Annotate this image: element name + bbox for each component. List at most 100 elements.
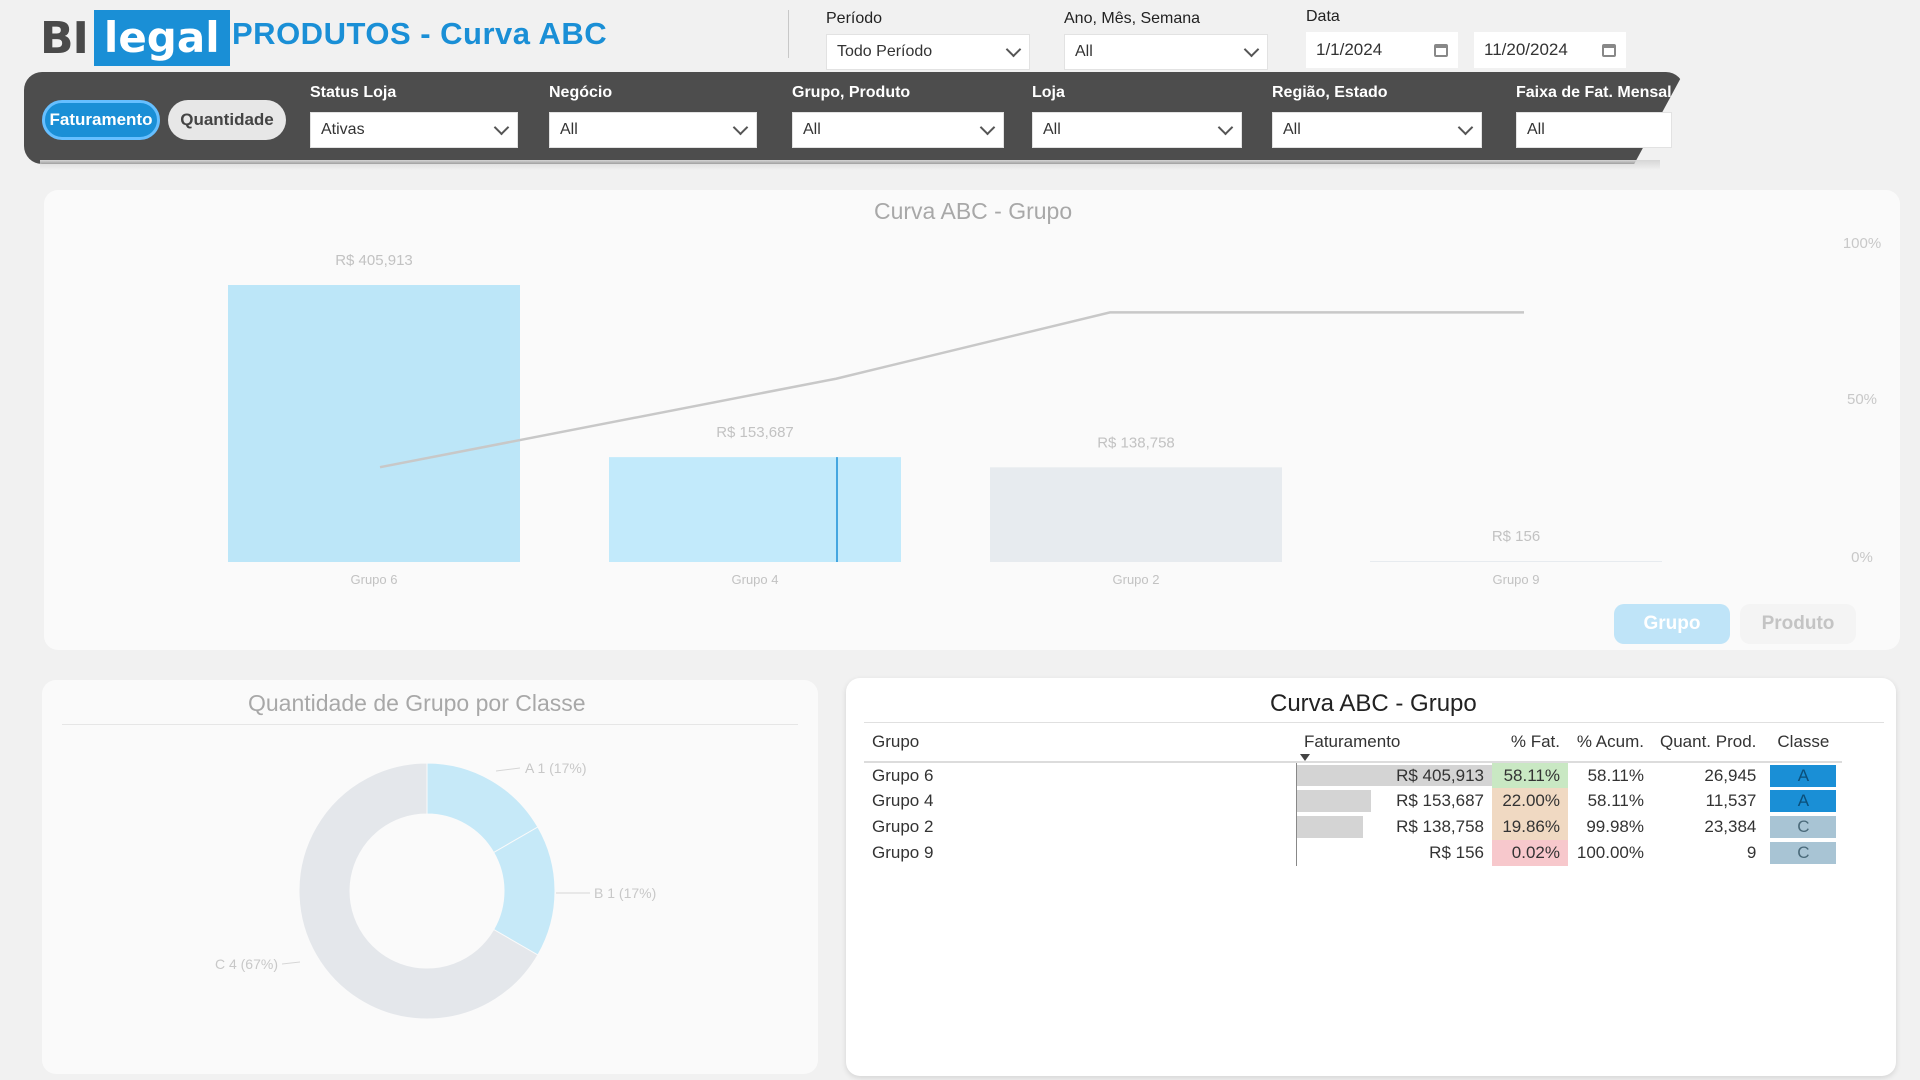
cell-pct-acum: 100.00%	[1576, 843, 1644, 862]
status-loja-value: Ativas	[321, 121, 365, 138]
page-title: PRODUTOS - Curva ABC	[232, 16, 608, 51]
logo-legal-text: legal	[93, 10, 230, 66]
faturamento-data-bar	[1296, 816, 1364, 838]
date-start-value: 1/1/2024	[1316, 40, 1383, 59]
classe-badge: A	[1770, 764, 1837, 787]
header-divider	[788, 10, 789, 58]
grupo-produto-label: Grupo, Produto	[792, 84, 911, 101]
abc-table: Grupo Faturamento % Fat. % Acum. Quant. …	[864, 722, 1843, 866]
periodo-filter: Período Todo Período	[826, 10, 1030, 70]
curva-abc-bar-chart: R$ 405,913 Grupo 6 R$ 153,687 Grupo 4 R$ 138…	[228, 235, 1881, 587]
faturamento-value: R$ 138,758	[1396, 817, 1484, 836]
table-row[interactable]: Grupo 2 R$ 138,758 19.86% 99.98% 23,384 C	[864, 814, 1842, 840]
col-header-pct-fat[interactable]: % Fat.	[1492, 722, 1568, 763]
logo-bi-text: BI	[40, 12, 89, 64]
x-axis-label: Grupo 4	[732, 572, 779, 587]
calendar-icon[interactable]	[1602, 43, 1616, 57]
negocio-select[interactable]: All	[549, 112, 757, 148]
cell-quant-prod: 26,945	[1704, 765, 1757, 785]
negocio-label: Negócio	[549, 84, 613, 101]
ano-mes-semana-select[interactable]: All	[1064, 34, 1268, 70]
loja-select[interactable]: All	[1032, 112, 1242, 148]
app-logo: BI legal	[40, 10, 230, 66]
col-header-quant-prod[interactable]: Quant. Prod.	[1652, 722, 1765, 763]
regiao-estado-label: Região, Estado	[1272, 84, 1388, 101]
date-end-input[interactable]: 11/20/2024	[1474, 32, 1626, 68]
bar-data-label: R$ 156	[1492, 528, 1540, 545]
ano-mes-semana-value: All	[1075, 43, 1093, 60]
cell-faturamento: R$ 153,687	[1295, 788, 1492, 814]
abc-table-body: Grupo 6 R$ 405,913 58.11% 58.11% 26,945 A Grup…	[864, 762, 1842, 866]
loja-filter: Loja All	[1032, 84, 1242, 148]
table-row[interactable]: Grupo 6 R$ 405,913 58.11% 58.11% 26,945 A	[864, 762, 1842, 788]
cell-pct-acum: 58.11%	[1587, 791, 1644, 810]
regiao-estado-filter: Região, Estado All	[1272, 84, 1482, 148]
ano-mes-semana-label: Ano, Mês, Semana	[1064, 10, 1201, 27]
sort-desc-icon	[1300, 754, 1310, 761]
negocio-value: All	[560, 121, 578, 138]
cell-grupo: Grupo 4	[872, 791, 934, 810]
cell-quant-prod: 9	[1746, 843, 1757, 862]
data-filter: Data 1/1/2024 11/20/2024	[1306, 8, 1626, 68]
col-header-faturamento[interactable]: Faturamento	[1296, 722, 1492, 763]
cell-classe: A	[1764, 762, 1842, 788]
cell-faturamento: R$ 138,758	[1295, 814, 1492, 840]
ano-mes-semana-filter: Ano, Mês, Semana All	[1064, 10, 1268, 70]
table-row[interactable]: Grupo 9 R$ 156 0.02% 100.00% 9 C	[864, 840, 1842, 866]
classe-badge: C	[1770, 816, 1837, 838]
calendar-icon[interactable]	[1434, 43, 1448, 57]
cell-quant-prod: 11,537	[1705, 791, 1757, 810]
faturamento-data-bar	[1296, 790, 1371, 812]
cell-pct-fat: 0.02%	[1492, 840, 1568, 866]
faixa-fat-label: Faixa de Fat. Mensal	[1516, 84, 1672, 101]
cell-pct-fat: 58.11%	[1492, 762, 1568, 788]
cell-pct-fat: 19.86%	[1492, 814, 1568, 840]
loja-value: All	[1043, 121, 1061, 138]
table-title: Curva ABC - Grupo	[1270, 690, 1477, 717]
classe-badge: C	[1770, 842, 1837, 864]
regiao-estado-value: All	[1283, 121, 1301, 138]
regiao-estado-select[interactable]: All	[1272, 112, 1482, 148]
bar-grupo-6	[228, 285, 520, 562]
faixa-fat-filter: Faixa de Fat. Mensal All	[1516, 84, 1672, 148]
classe-badge: A	[1770, 790, 1837, 812]
cell-grupo: Grupo 9	[872, 843, 934, 862]
cell-pct-acum: 99.98%	[1586, 817, 1644, 836]
faturamento-data-bar	[1296, 765, 1492, 786]
y2-tick-label: 0%	[1851, 549, 1873, 566]
produto-segment-button[interactable]: Produto	[1740, 604, 1856, 644]
x-axis-label: Grupo 9	[1493, 572, 1540, 587]
col-header-pct-acum[interactable]: % Acum.	[1568, 722, 1652, 763]
status-loja-select[interactable]: Ativas	[310, 112, 518, 148]
faixa-fat-value: All	[1527, 121, 1545, 138]
date-start-input[interactable]: 1/1/2024	[1306, 32, 1458, 68]
cumulative-line-series	[379, 311, 1524, 469]
loja-label: Loja	[1032, 84, 1065, 101]
col-header-grupo[interactable]: Grupo	[864, 722, 1296, 763]
quantidade-toggle-button[interactable]: Quantidade	[168, 100, 286, 140]
faturamento-toggle-button[interactable]: Faturamento	[42, 100, 160, 140]
date-end-value: 11/20/2024	[1484, 40, 1568, 59]
faixa-fat-select[interactable]: All	[1516, 112, 1672, 148]
table-row[interactable]: Grupo 4 R$ 153,687 22.00% 58.11% 11,537 A	[864, 788, 1842, 814]
filter-bar-shadow	[40, 160, 1660, 170]
y2-tick-label: 50%	[1847, 391, 1877, 408]
faturamento-value: R$ 405,913	[1396, 765, 1484, 785]
grupo-produto-filter: Grupo, Produto All	[792, 84, 1004, 148]
faturamento-value: R$ 153,687	[1396, 791, 1484, 810]
x-axis-label: Grupo 6	[351, 572, 398, 587]
periodo-select[interactable]: Todo Período	[826, 34, 1030, 70]
bar-data-label: R$ 138,758	[1097, 434, 1175, 451]
donut-title: Quantidade de Grupo por Classe	[248, 690, 586, 716]
donut-title-divider	[62, 724, 798, 725]
col-header-classe[interactable]: Classe	[1764, 722, 1843, 763]
bar-grupo-9	[1370, 561, 1662, 562]
grupo-segment-button[interactable]: Grupo	[1614, 604, 1730, 644]
faturamento-value: R$ 156	[1429, 843, 1484, 862]
grupo-produto-value: All	[803, 121, 821, 138]
bar-data-label: R$ 405,913	[335, 252, 413, 269]
grupo-produto-select[interactable]: All	[792, 112, 1004, 148]
y2-tick-label: 100%	[1843, 235, 1881, 252]
cell-grupo: Grupo 2	[872, 817, 934, 836]
x-axis-label: Grupo 2	[1113, 572, 1160, 587]
